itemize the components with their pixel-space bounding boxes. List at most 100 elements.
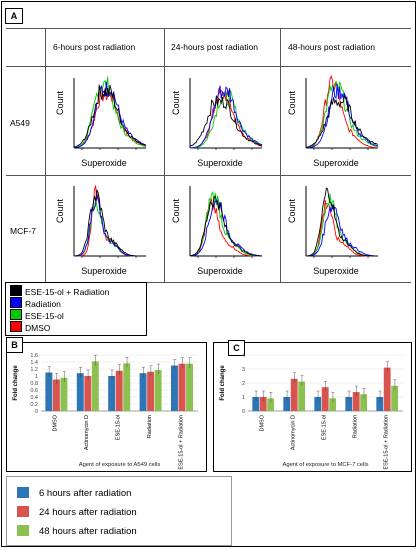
bar-b-4-2 xyxy=(186,363,194,411)
y-tick-label: 4 xyxy=(242,353,245,359)
bar-b-3-1 xyxy=(147,371,155,411)
x-tick-label: Actinomycin D xyxy=(84,415,90,450)
grid-line xyxy=(45,28,46,282)
hist-curve-radiation xyxy=(189,199,262,257)
y-tick-label: 1 xyxy=(242,395,245,401)
bar-c-4-1 xyxy=(383,367,391,411)
legend-item-dmso: DMSO xyxy=(10,321,51,333)
bar-chart-b: Fold change 00.20.40.60.811.21.41.6 DMSO Ac… xyxy=(13,353,198,470)
bar-b-4-0 xyxy=(170,365,178,411)
col-header-6h: 6-hours post radiation xyxy=(53,42,136,52)
bar-c-1-2 xyxy=(298,381,306,411)
grid-line xyxy=(6,66,411,67)
bar-c-2-0 xyxy=(314,397,322,411)
bar-b-1-2 xyxy=(91,361,99,411)
grid-line xyxy=(6,175,411,176)
x-tick-label: ESE-15-ol xyxy=(116,415,122,440)
bar-c-4-0 xyxy=(376,397,384,411)
bar-c-0-1 xyxy=(259,397,267,411)
legend-label: DMSO xyxy=(25,323,51,333)
legend-item-6h: 6 hours after radiation xyxy=(17,487,131,499)
bar-c-0-0 xyxy=(252,397,260,411)
legend-item-ese: ESE-15-ol xyxy=(10,309,64,321)
legend-swatch xyxy=(10,309,22,320)
bar-b-0-1 xyxy=(52,379,60,411)
hist-xlabel: Superoxide xyxy=(313,158,359,168)
legend-swatch xyxy=(10,297,22,308)
y-tick-label: 1 xyxy=(35,374,38,380)
legend-swatch xyxy=(10,321,22,332)
chart-xlabel: Agent of exposure to A549 cells xyxy=(79,462,161,468)
histogram-mcf7-6h: Count Superoxide xyxy=(55,185,146,276)
hist-ylabel: Count xyxy=(287,90,297,115)
col-header-24h: 24-hours post radiation xyxy=(171,42,258,52)
legend-swatch xyxy=(17,506,29,517)
hist-curve-ese-15-ol-radiation xyxy=(306,187,378,257)
y-tick-label: 1.4 xyxy=(30,360,38,366)
bar-b-0-2 xyxy=(60,377,68,411)
hist-xlabel: Superoxide xyxy=(81,266,127,276)
panel-c-letter: C xyxy=(228,340,245,356)
y-tick-label: 3 xyxy=(242,367,245,373)
y-tick-label: 0 xyxy=(242,409,245,415)
grid-line xyxy=(280,28,281,282)
hist-curve-ese-15-ol xyxy=(189,190,262,257)
y-tick-label: 2 xyxy=(242,381,245,387)
hist-ylabel: Count xyxy=(287,198,297,223)
legend-item-ese-radiation: ESE-15-ol + Radiation xyxy=(10,285,109,297)
bar-b-2-1 xyxy=(115,370,123,411)
hist-ylabel: Count xyxy=(55,90,65,115)
y-tick-label: 0.6 xyxy=(30,388,38,394)
col-header-48h: 48-hours post radiation xyxy=(288,42,375,52)
hist-curve-ese-15-ol xyxy=(74,199,146,257)
bar-c-1-1 xyxy=(290,378,298,411)
grid-line xyxy=(6,28,411,29)
x-tick-label: Radiation xyxy=(353,415,359,438)
legend-label: ESE-15-ol + Radiation xyxy=(25,287,110,297)
hist-curve-ese-15-ol-radiation xyxy=(73,84,147,148)
hist-xlabel: Superoxide xyxy=(313,266,359,276)
flow-legend: ESE-15-ol + Radiation Radiation ESE-15-o… xyxy=(5,282,147,336)
hist-ylabel: Count xyxy=(55,198,65,223)
bar-b-1-1 xyxy=(84,376,92,411)
legend-item-24h: 24 hours after radiation xyxy=(17,506,137,518)
bar-c-4-2 xyxy=(391,385,399,411)
row-header-mcf7: MCF-7 xyxy=(10,226,36,236)
y-tick-label: 1.2 xyxy=(30,367,38,373)
hist-ylabel: Count xyxy=(171,90,181,115)
hist-ylabel: Count xyxy=(171,198,181,223)
y-tick-label: 0.8 xyxy=(30,381,38,387)
y-tick-label: 1.6 xyxy=(30,353,38,359)
legend-item-radiation: Radiation xyxy=(10,297,61,309)
chart-xlabel: Agent of exposure to MCF-7 cells xyxy=(282,462,368,468)
chart-ylabel: Fold change xyxy=(13,365,19,401)
hist-xlabel: Superoxide xyxy=(197,158,243,168)
legend-label: 24 hours after radiation xyxy=(39,507,137,518)
legend-label: 6 hours after radiation xyxy=(39,488,132,499)
bar-c-3-1 xyxy=(352,392,360,411)
legend-swatch xyxy=(10,285,22,296)
histogram-mcf7-24h: Count Superoxide xyxy=(171,186,262,276)
y-tick-label: 0 xyxy=(35,409,38,415)
hist-curve-ese-15-ol-radiation xyxy=(189,95,263,147)
bar-c-0-2 xyxy=(267,398,275,411)
legend-label: Radiation xyxy=(25,299,61,309)
x-tick-label: Radiation xyxy=(147,415,153,438)
histogram-a549-6h: Count Superoxide xyxy=(55,76,147,168)
bar-c-3-0 xyxy=(345,397,353,411)
panel-c-frame xyxy=(213,342,412,472)
legend-swatch xyxy=(17,487,29,498)
hist-curve-dmso xyxy=(306,199,378,257)
grid-line xyxy=(6,282,411,283)
bar-c-2-2 xyxy=(329,398,337,411)
bar-c-3-2 xyxy=(360,394,368,411)
x-tick-label: DMSO xyxy=(53,414,59,431)
hist-curve-ese-15-ol-radiation xyxy=(305,94,379,148)
hist-curve-dmso xyxy=(305,74,379,149)
histogram-a549-48h: Count Superoxide xyxy=(287,74,379,168)
hist-curve-radiation xyxy=(189,85,263,149)
panel-b-frame xyxy=(6,342,207,472)
bar-b-2-2 xyxy=(123,363,131,411)
hist-curve-radiation xyxy=(305,83,379,149)
